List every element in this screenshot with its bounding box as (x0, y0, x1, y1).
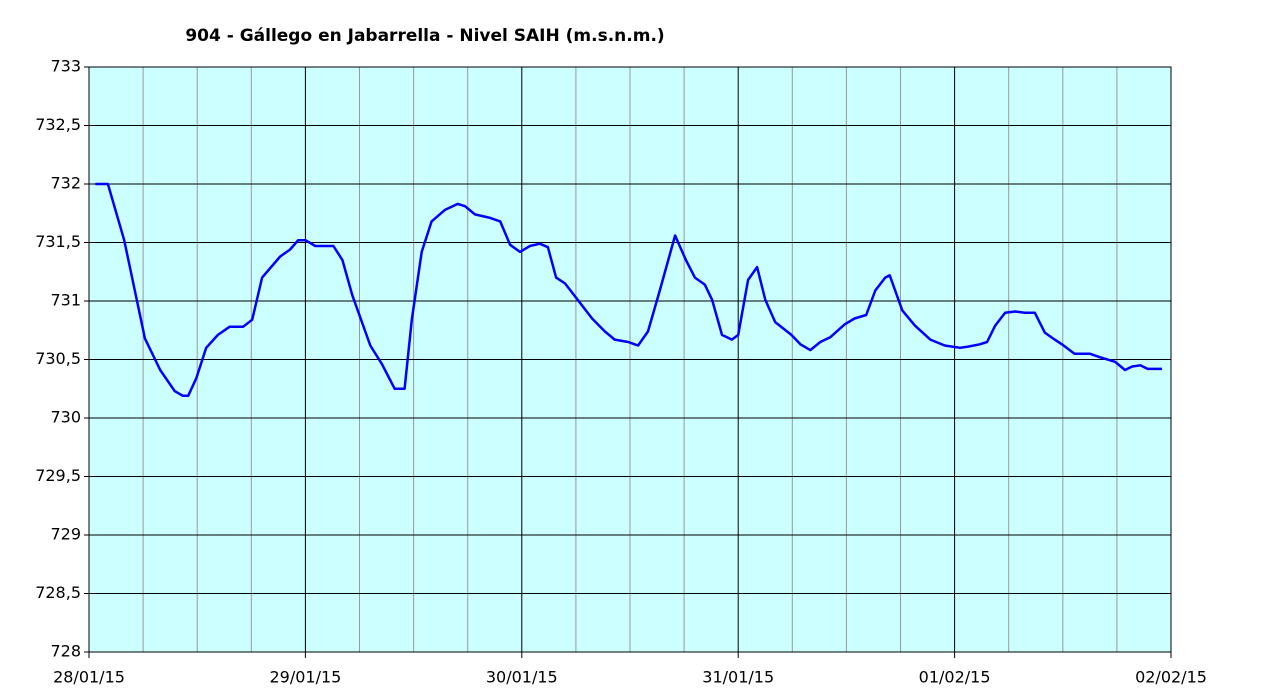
chart-title: 904 - Gállego en Jabarrella - Nivel SAIH… (185, 26, 664, 46)
y-tick-label: 729 (50, 525, 81, 544)
x-tick-label: 02/02/15 (1135, 668, 1207, 687)
plot-border (88, 66, 1172, 653)
y-tick-label: 728,5 (35, 583, 81, 602)
y-tick-label: 732,5 (35, 115, 81, 134)
x-tick-label: 30/01/15 (486, 668, 558, 687)
y-tick-label: 732 (50, 174, 81, 193)
y-tick-label: 731 (50, 291, 81, 310)
y-tick-label: 731,5 (35, 232, 81, 251)
x-tick-label: 29/01/15 (269, 668, 341, 687)
y-tick-label: 728 (50, 642, 81, 661)
y-tick-label: 730 (50, 408, 81, 427)
x-tick-label: 31/01/15 (702, 668, 774, 687)
y-tick-label: 729,5 (35, 466, 81, 485)
x-tick-label: 01/02/15 (919, 668, 991, 687)
x-tick-label: 28/01/15 (53, 668, 125, 687)
y-tick-label: 733 (50, 57, 81, 76)
y-tick-label: 730,5 (35, 349, 81, 368)
data-line (95, 182, 1162, 398)
